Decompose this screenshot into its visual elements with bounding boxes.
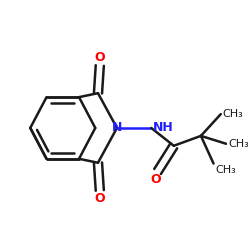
Text: CH₃: CH₃ — [222, 109, 243, 119]
Text: NH: NH — [153, 122, 174, 134]
Text: O: O — [94, 50, 105, 64]
Text: CH₃: CH₃ — [215, 164, 236, 174]
Text: N: N — [112, 122, 122, 134]
Text: O: O — [150, 174, 161, 186]
Text: CH₃: CH₃ — [228, 139, 249, 149]
Text: O: O — [94, 192, 105, 205]
